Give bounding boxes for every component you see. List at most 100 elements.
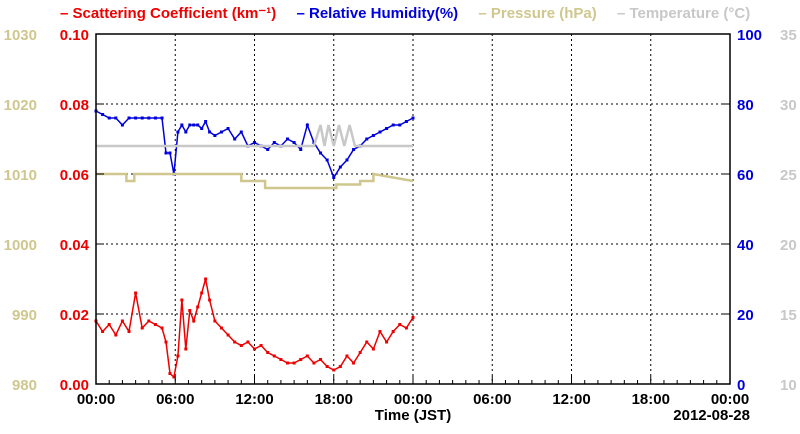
data-point-scattering xyxy=(192,319,196,323)
data-point-humidity xyxy=(168,151,172,155)
legend-label-pressure: Pressure (hPa) xyxy=(490,5,597,22)
data-point-humidity xyxy=(213,134,217,137)
data-point-scattering xyxy=(253,347,256,351)
data-point-humidity xyxy=(272,141,276,144)
data-point-scattering xyxy=(398,323,402,326)
data-point-humidity xyxy=(226,127,230,130)
data-point-scattering xyxy=(404,326,408,330)
data-point-scattering xyxy=(332,368,336,372)
data-point-scattering xyxy=(160,326,164,330)
data-point-humidity xyxy=(204,120,208,123)
data-point-humidity xyxy=(338,165,342,169)
humidity-tick-label: 0 xyxy=(737,377,745,394)
data-point-humidity xyxy=(352,148,356,151)
data-point-scattering xyxy=(164,340,168,344)
pressure-tick-label: 990 xyxy=(12,307,37,324)
data-point-scattering xyxy=(365,340,369,344)
data-point-humidity xyxy=(208,130,212,134)
data-point-humidity xyxy=(164,151,168,155)
grid-lines xyxy=(96,34,730,384)
data-point-scattering xyxy=(246,340,250,344)
x-tick-label: 06:00 xyxy=(156,391,194,408)
data-point-humidity xyxy=(134,116,138,120)
data-point-humidity xyxy=(378,130,382,134)
humidity-tick-label: 20 xyxy=(737,307,754,324)
data-point-scattering xyxy=(226,333,230,337)
data-point-humidity xyxy=(332,176,336,179)
data-point-humidity xyxy=(101,113,105,116)
data-point-humidity xyxy=(299,148,303,151)
data-point-humidity xyxy=(188,123,192,127)
chart-legend: – Scattering Coefficient (km⁻¹) – Relati… xyxy=(60,4,800,30)
legend-item-pressure: – Pressure (hPa) xyxy=(478,5,597,22)
humidity-tick-label: 100 xyxy=(737,27,762,44)
data-point-scattering xyxy=(319,358,323,361)
data-point-humidity xyxy=(196,123,200,127)
data-point-humidity xyxy=(319,151,323,155)
data-point-scattering xyxy=(378,330,382,333)
pressure-tick-label: 1020 xyxy=(4,97,37,114)
data-point-humidity xyxy=(160,116,164,120)
x-tick-label: 12:00 xyxy=(235,391,273,408)
data-point-scattering xyxy=(219,326,223,330)
data-point-scattering xyxy=(299,358,303,361)
data-point-scattering xyxy=(305,354,309,358)
data-point-humidity xyxy=(398,123,402,127)
scattering-tick-label: 0.04 xyxy=(60,237,90,254)
series-line-temperature xyxy=(96,124,413,148)
data-point-scattering xyxy=(101,330,105,333)
legend-item-temperature: – Temperature (°C) xyxy=(616,5,751,22)
data-point-scattering xyxy=(208,298,212,302)
data-point-humidity xyxy=(325,158,329,162)
data-point-humidity xyxy=(153,116,157,120)
legend-label-temperature: Temperature (°C) xyxy=(629,5,751,22)
data-point-scattering xyxy=(259,344,263,347)
data-point-scattering xyxy=(239,344,243,347)
data-point-scattering xyxy=(153,323,157,326)
data-point-scattering xyxy=(345,354,349,358)
humidity-tick-label: 80 xyxy=(737,97,754,114)
data-point-scattering xyxy=(338,365,342,368)
scattering-tick-label: 0.02 xyxy=(60,307,89,324)
data-point-scattering xyxy=(292,361,296,365)
data-point-scattering xyxy=(120,319,124,323)
pressure-tick-label: 1000 xyxy=(4,237,37,254)
data-point-scattering xyxy=(352,361,356,365)
data-point-humidity xyxy=(107,116,111,120)
scattering-tick-label: 0.08 xyxy=(60,97,89,114)
data-point-scattering xyxy=(204,277,208,281)
data-point-humidity xyxy=(219,130,223,134)
x-tick-label: 18:00 xyxy=(315,391,353,408)
data-point-scattering xyxy=(107,323,111,326)
pressure-tick-label: 1030 xyxy=(4,27,37,44)
data-point-humidity xyxy=(385,127,389,130)
series-line-pressure xyxy=(96,172,414,190)
data-point-humidity xyxy=(176,130,180,134)
data-point-humidity xyxy=(233,137,237,141)
data-point-humidity xyxy=(147,116,151,120)
date-label: 2012-08-28 xyxy=(673,407,750,424)
temperature-tick-label: 25 xyxy=(780,167,797,184)
temperature-tick-label: 10 xyxy=(780,377,797,394)
data-point-scattering xyxy=(176,354,180,358)
x-tick-label: 00:00 xyxy=(77,391,115,408)
temperature-tick-label: 30 xyxy=(780,97,797,114)
data-point-humidity xyxy=(371,134,375,137)
x-tick-label: 12:00 xyxy=(552,391,590,408)
data-point-scattering xyxy=(188,309,192,312)
data-point-scattering xyxy=(147,319,151,323)
data-point-humidity xyxy=(411,116,415,120)
axis-ticks xyxy=(95,33,731,385)
data-point-humidity xyxy=(239,130,243,134)
humidity-tick-label: 40 xyxy=(737,237,754,254)
pressure-tick-label: 980 xyxy=(12,377,37,394)
humidity-tick-label: 60 xyxy=(737,167,754,184)
data-point-humidity xyxy=(127,116,131,120)
temperature-tick-label: 35 xyxy=(780,27,797,44)
data-point-humidity xyxy=(120,123,124,127)
scattering-tick-label: 0.10 xyxy=(60,27,89,44)
data-point-scattering xyxy=(272,354,276,358)
data-point-scattering xyxy=(266,351,270,354)
data-point-humidity xyxy=(192,123,196,127)
